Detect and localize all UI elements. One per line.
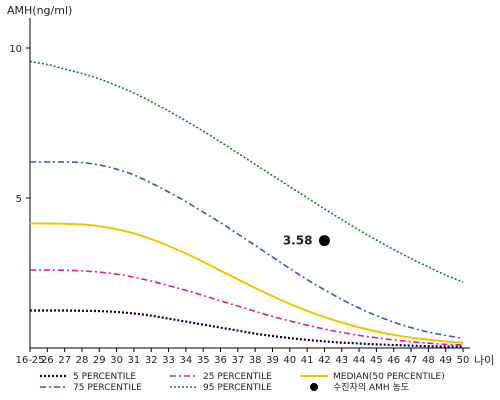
x-tick-label: 46 [387, 355, 400, 366]
x-tick-label: 43 [335, 355, 348, 366]
x-tick-label: 28 [76, 355, 89, 366]
y-tick-label: 5 [16, 194, 22, 205]
series-line [29, 269, 464, 346]
patient-amh-point [318, 235, 330, 247]
x-tick-label: 38 [249, 355, 262, 366]
legend: 5 PERCENTILE 25 PERCENTILE MEDIAN(50 PERCE… [40, 372, 445, 393]
x-tick-label: 36 [214, 355, 227, 366]
y-axis-title: AMH(ng/ml) [7, 4, 72, 17]
legend-label: 5 PERCENTILE [73, 372, 136, 382]
x-tick-label: 27 [58, 355, 71, 366]
patient-amh-label: 3.58 [283, 234, 313, 248]
x-tick-label: 32 [145, 355, 158, 366]
x-tick-label: 29 [93, 355, 106, 366]
x-tick-label: 31 [128, 355, 141, 366]
series-line [30, 161, 464, 340]
x-tick-label: 48 [422, 355, 435, 366]
x-tick-label: 16-25 [15, 355, 44, 366]
x-axis-title: 나이 [474, 354, 494, 367]
x-tick-label: 42 [318, 355, 331, 366]
x-tick-label: 33 [162, 355, 175, 366]
x-tick-label: 41 [301, 355, 314, 366]
x-tick-label: 37 [231, 355, 244, 366]
series-line [29, 60, 464, 283]
legend-label: 수진자의 AMH 농도 [333, 382, 409, 393]
x-tick-label: 39 [266, 355, 279, 366]
x-tick-label: 26 [41, 355, 54, 366]
legend-label: 25 PERCENTILE [203, 372, 272, 382]
series-line [29, 222, 464, 344]
series-layer [29, 60, 464, 348]
x-tick-label: 47 [405, 355, 418, 366]
marker-layer: 3.58 [283, 234, 330, 248]
series-line [30, 309, 464, 348]
legend-label: 75 PERCENTILE [73, 383, 142, 393]
y-tick-group: 10 5 [9, 44, 30, 205]
legend-point-swatch [310, 383, 318, 391]
x-tick-label: 34 [180, 355, 193, 366]
x-tick-label: 35 [197, 355, 210, 366]
x-tick-label: 44 [353, 355, 366, 366]
legend-label: 95 PERCENTILE [203, 383, 272, 393]
legend-label: MEDIAN(50 PERCENTILE) [333, 372, 445, 382]
x-tick-label: 30 [110, 355, 123, 366]
x-tick-label: 40 [283, 355, 296, 366]
x-tick-label: 50 [457, 355, 470, 366]
x-tick-label: 49 [439, 355, 452, 366]
x-tick-label: 45 [370, 355, 383, 366]
y-tick-label: 10 [9, 44, 22, 55]
